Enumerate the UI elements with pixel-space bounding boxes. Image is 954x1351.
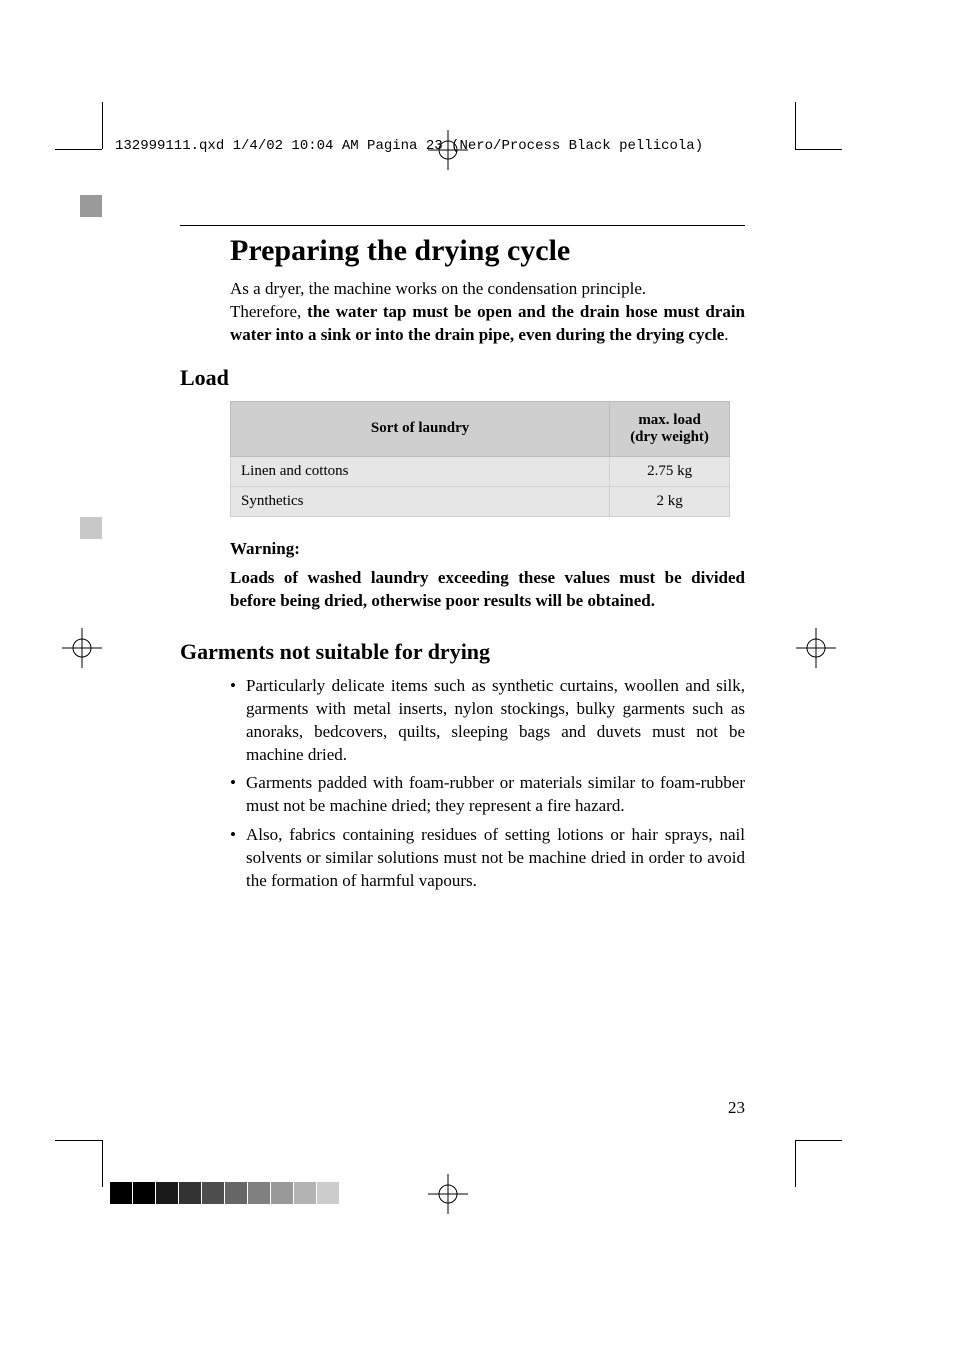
- table-cell-name: Synthetics: [231, 486, 610, 516]
- not-suitable-list: Particularly delicate items such as synt…: [230, 675, 745, 893]
- registration-mark-icon: [62, 628, 102, 668]
- horizontal-rule: [180, 225, 745, 226]
- gs-swatch: [317, 1182, 339, 1204]
- print-job-header: 132999111.qxd 1/4/02 10:04 AM Pagina 23 …: [115, 138, 703, 154]
- crop-mark: [55, 1140, 102, 1141]
- gs-swatch: [294, 1182, 316, 1204]
- registration-mark-icon: [428, 1174, 468, 1214]
- gs-swatch: [225, 1182, 247, 1204]
- crop-mark: [795, 1140, 796, 1187]
- warning-body: Loads of washed laundry exceeding these …: [230, 567, 745, 613]
- load-table: Sort of laundry max. load (dry weight) L…: [230, 401, 730, 517]
- registration-mark-icon: [428, 130, 468, 170]
- table-header-max: max. load (dry weight): [610, 401, 730, 456]
- gs-swatch: [133, 1182, 155, 1204]
- list-item: Also, fabrics containing residues of set…: [230, 824, 745, 893]
- margin-marker-box: [80, 195, 102, 217]
- table-row: Linen and cottons 2.75 kg: [231, 456, 730, 486]
- load-heading: Load: [180, 365, 745, 391]
- crop-mark: [795, 1140, 842, 1141]
- intro-line-2: Therefore, the water tap must be open an…: [230, 301, 745, 347]
- gs-swatch: [202, 1182, 224, 1204]
- table-header-sort: Sort of laundry: [231, 401, 610, 456]
- intro-line-2-bold: the water tap must be open and the drain…: [230, 302, 745, 344]
- table-row: Synthetics 2 kg: [231, 486, 730, 516]
- crop-mark: [102, 1140, 103, 1187]
- gs-swatch: [248, 1182, 270, 1204]
- table-header-max-l2: (dry weight): [630, 429, 709, 445]
- intro-line-2-post: .: [724, 325, 728, 344]
- crop-mark: [55, 149, 102, 150]
- crop-mark: [102, 102, 103, 149]
- gs-swatch: [179, 1182, 201, 1204]
- grayscale-calibration-strip: [110, 1182, 340, 1204]
- page-number: 23: [728, 1098, 745, 1118]
- intro-line-2-pre: Therefore,: [230, 302, 307, 321]
- table-cell-value: 2.75 kg: [610, 456, 730, 486]
- registration-mark-icon: [796, 628, 836, 668]
- margin-marker-box: [80, 517, 102, 539]
- table-cell-name: Linen and cottons: [231, 456, 610, 486]
- crop-mark: [795, 149, 842, 150]
- not-suitable-heading: Garments not suitable for drying: [180, 639, 745, 665]
- gs-swatch: [156, 1182, 178, 1204]
- table-header-max-l1: max. load: [638, 412, 701, 428]
- list-item: Particularly delicate items such as synt…: [230, 675, 745, 767]
- page-content: Preparing the drying cycle As a dryer, t…: [180, 225, 745, 899]
- crop-mark: [795, 102, 796, 149]
- gs-swatch: [110, 1182, 132, 1204]
- table-cell-value: 2 kg: [610, 486, 730, 516]
- warning-heading: Warning:: [230, 539, 745, 559]
- list-item: Garments padded with foam-rubber or mate…: [230, 772, 745, 818]
- intro-line-1: As a dryer, the machine works on the con…: [230, 278, 745, 301]
- page-title: Preparing the drying cycle: [230, 234, 745, 268]
- gs-swatch: [271, 1182, 293, 1204]
